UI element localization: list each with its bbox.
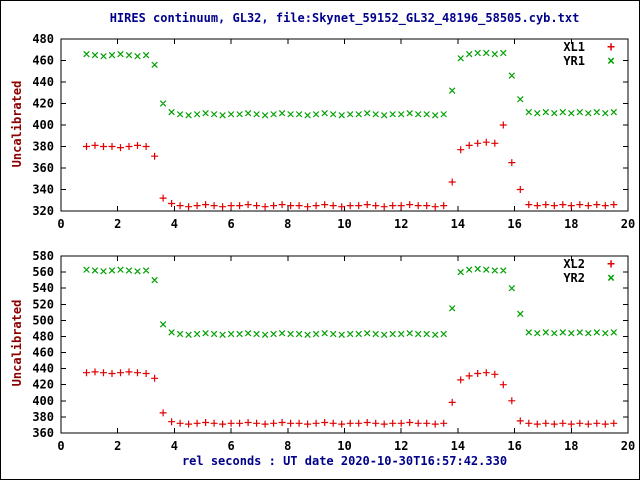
- x-tick-label: 18: [564, 217, 578, 231]
- legend-item: YR1 ×: [563, 53, 615, 69]
- cross-marker-icon: ×: [607, 53, 615, 69]
- x-tick-label: 20: [621, 439, 635, 453]
- y-tick-label: 360: [32, 426, 54, 440]
- series-XL2: [83, 368, 618, 428]
- y-tick-label: 460: [32, 346, 54, 360]
- legend-label: XL1: [563, 40, 585, 54]
- x-tick-label: 2: [114, 439, 121, 453]
- y-tick-label: 580: [32, 249, 54, 263]
- plus-marker-icon: +: [607, 39, 615, 55]
- series-YR2: [83, 265, 618, 339]
- legend-item: XL2 +: [563, 256, 615, 272]
- legend-label: XL2: [563, 257, 585, 271]
- x-axis-label: rel seconds : UT date 2020-10-30T16:57:4…: [181, 454, 508, 468]
- x-tick-label: 10: [337, 439, 351, 453]
- y-tick-label: 540: [32, 281, 54, 295]
- legend-item: XL1 +: [563, 39, 615, 55]
- x-tick-label: 20: [621, 217, 635, 231]
- panel-1: 0 2 4 6 8 10 12 14 16 18 20 320 340 360 380 400 420 440 46…: [32, 32, 635, 231]
- series-YR1: [83, 49, 618, 119]
- x-tick-label: 8: [284, 439, 291, 453]
- y-tick-label: 340: [32, 183, 54, 197]
- x-tick-label: 4: [171, 439, 178, 453]
- series-XL1: [83, 121, 618, 211]
- x-tick-label: 2: [114, 217, 121, 231]
- x-tick-label: 14: [451, 439, 465, 453]
- plot-border: [60, 38, 629, 212]
- panel-2: 0 2 4 6 8 10 12 14 16 18 20 360 380 400 420 440 460 480 50…: [32, 249, 635, 453]
- cross-marker-icon: ×: [607, 270, 615, 286]
- legend-top: XL1 + YR1 ×: [563, 39, 615, 69]
- x-tick-label: 12: [394, 217, 408, 231]
- plot-border: [60, 255, 629, 434]
- x-tick-label: 6: [227, 217, 234, 231]
- chart-title: HIRES continuum, GL32, file:Skynet_59152…: [109, 11, 580, 25]
- x-tick-label: 8: [284, 217, 291, 231]
- y-tick-label: 520: [32, 297, 54, 311]
- y-axis-label-bottom: Uncalibrated: [10, 299, 24, 387]
- y-tick-label: 380: [32, 140, 54, 154]
- y-tick-label: 480: [32, 32, 54, 46]
- x-tick-label: 16: [507, 217, 521, 231]
- y-tick-label: 460: [32, 54, 54, 68]
- x-tick-label: 16: [507, 439, 521, 453]
- y-tick-label: 440: [32, 362, 54, 376]
- plus-marker-icon: +: [607, 256, 615, 272]
- x-tick-label: 10: [337, 217, 351, 231]
- y-tick-label: 360: [32, 161, 54, 175]
- x-tick-label: 0: [57, 439, 64, 453]
- legend-bottom: XL2 + YR2 ×: [563, 256, 615, 286]
- x-tick-label: 6: [227, 439, 234, 453]
- x-tick-label: 0: [57, 217, 64, 231]
- x-tick-label: 14: [451, 217, 465, 231]
- y-tick-label: 480: [32, 329, 54, 343]
- y-tick-label: 420: [32, 97, 54, 111]
- legend-label: YR1: [563, 54, 585, 68]
- x-tick-label: 4: [171, 217, 178, 231]
- y-tick-label: 400: [32, 118, 54, 132]
- y-tick-label: 400: [32, 394, 54, 408]
- legend-label: YR2: [563, 271, 585, 285]
- x-tick-label: 12: [394, 439, 408, 453]
- y-axis-label-top: Uncalibrated: [10, 80, 24, 168]
- y-tick-label: 420: [32, 378, 54, 392]
- y-tick-label: 440: [32, 75, 54, 89]
- y-tick-label: 320: [32, 204, 54, 218]
- y-tick-label: 380: [32, 410, 54, 424]
- y-tick-label: 560: [32, 265, 54, 279]
- y-tick-label: 500: [32, 313, 54, 327]
- legend-item: YR2 ×: [563, 270, 615, 286]
- x-tick-label: 18: [564, 439, 578, 453]
